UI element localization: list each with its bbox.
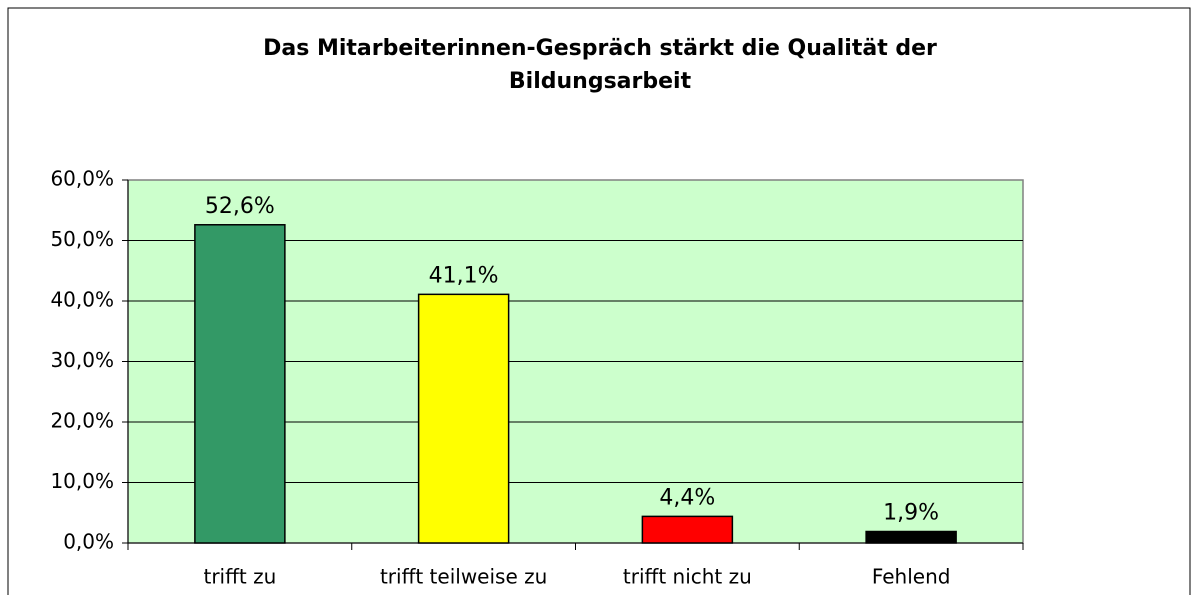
y-tick-label: 40,0% [50, 288, 114, 312]
data-label: 41,1% [429, 263, 499, 288]
y-tick-label: 0,0% [63, 530, 114, 554]
y-tick-label: 30,0% [50, 348, 114, 372]
data-label: 52,6% [205, 194, 275, 219]
y-tick-label: 50,0% [50, 227, 114, 251]
x-tick-label: Fehlend [872, 565, 951, 589]
x-tick-label: trifft teilweise zu [380, 565, 547, 589]
bar [641, 515, 734, 544]
y-tick-label: 20,0% [50, 409, 114, 433]
y-tick-label: 10,0% [50, 469, 114, 493]
data-label: 1,9% [883, 501, 939, 526]
bar [417, 293, 510, 544]
x-tick-label: trifft zu [203, 565, 276, 589]
x-tick-label: trifft nicht zu [623, 565, 752, 589]
bar [194, 224, 286, 544]
bar [865, 530, 957, 544]
chart-border [7, 7, 1191, 595]
data-label: 4,4% [659, 485, 715, 510]
y-tick-label: 60,0% [50, 167, 114, 191]
chart-title: Das Mitarbeiterinnen-Gespräch stärkt die… [263, 36, 937, 94]
